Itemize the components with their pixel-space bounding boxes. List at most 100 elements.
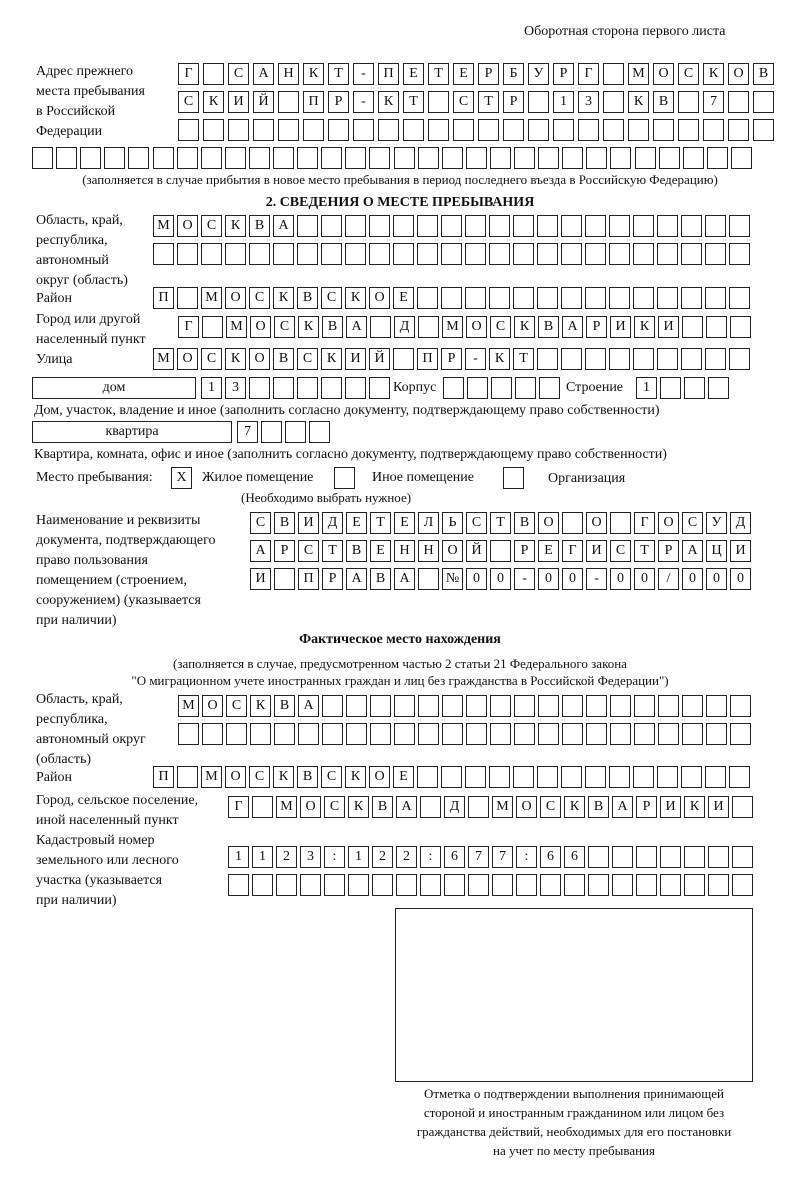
char-cell[interactable] [728, 119, 749, 141]
char-cell[interactable]: В [753, 63, 774, 85]
char-cell[interactable] [730, 147, 752, 169]
char-cell[interactable]: П [298, 568, 319, 590]
char-cell[interactable]: В [274, 695, 295, 717]
char-cell[interactable] [324, 874, 345, 896]
char-cell[interactable] [539, 377, 560, 399]
char-cell[interactable] [729, 215, 750, 237]
char-cell[interactable] [176, 147, 198, 169]
char-cell[interactable]: 1 [636, 377, 657, 399]
char-cell[interactable]: М [178, 695, 199, 717]
char-cell[interactable] [321, 377, 342, 399]
char-cell[interactable]: М [442, 316, 463, 338]
char-cell[interactable] [753, 91, 774, 113]
char-cell[interactable]: С [298, 540, 319, 562]
char-cell[interactable] [346, 723, 367, 745]
char-cell[interactable]: К [225, 215, 246, 237]
char-cell[interactable]: К [321, 348, 342, 370]
char-cell[interactable] [370, 695, 391, 717]
char-cell[interactable] [516, 874, 537, 896]
char-cell[interactable] [513, 243, 534, 265]
char-cell[interactable]: Б [503, 63, 524, 85]
char-cell[interactable] [633, 348, 654, 370]
char-cell[interactable] [562, 512, 583, 534]
char-cell[interactable] [610, 695, 631, 717]
char-cell[interactable] [610, 512, 631, 534]
char-cell[interactable]: О [466, 316, 487, 338]
char-cell[interactable]: П [417, 348, 438, 370]
char-cell[interactable]: К [684, 796, 705, 818]
char-cell[interactable]: О [653, 63, 674, 85]
char-cell[interactable] [578, 119, 599, 141]
char-cell[interactable] [328, 119, 349, 141]
char-cell[interactable]: М [153, 215, 174, 237]
char-cell[interactable]: 0 [562, 568, 583, 590]
char-cell[interactable]: № [442, 568, 463, 590]
char-cell[interactable]: Г [228, 796, 249, 818]
char-cell[interactable] [528, 119, 549, 141]
char-cell[interactable]: О [202, 695, 223, 717]
char-cell[interactable] [428, 119, 449, 141]
char-cell[interactable] [441, 766, 462, 788]
char-cell[interactable] [226, 723, 247, 745]
char-cell[interactable] [708, 874, 729, 896]
char-cell[interactable]: 2 [372, 846, 393, 868]
char-cell[interactable] [369, 215, 390, 237]
char-cell[interactable]: С [249, 287, 270, 309]
char-cell[interactable] [104, 147, 126, 169]
char-cell[interactable] [152, 147, 174, 169]
char-cell[interactable]: - [514, 568, 535, 590]
char-cell[interactable] [681, 766, 702, 788]
char-cell[interactable] [393, 348, 414, 370]
char-cell[interactable]: И [658, 316, 679, 338]
char-cell[interactable] [252, 874, 273, 896]
char-cell[interactable]: В [538, 316, 559, 338]
char-cell[interactable]: Е [370, 540, 391, 562]
char-cell[interactable] [729, 287, 750, 309]
char-cell[interactable] [489, 243, 510, 265]
char-cell[interactable]: К [225, 348, 246, 370]
char-cell[interactable] [729, 348, 750, 370]
char-cell[interactable] [562, 695, 583, 717]
char-cell[interactable]: Р [441, 348, 462, 370]
char-cell[interactable] [489, 147, 511, 169]
char-cell[interactable]: Н [394, 540, 415, 562]
char-cell[interactable]: 0 [634, 568, 655, 590]
char-cell[interactable]: Н [278, 63, 299, 85]
char-cell[interactable]: К [203, 91, 224, 113]
char-cell[interactable] [346, 695, 367, 717]
char-cell[interactable] [321, 243, 342, 265]
char-cell[interactable] [128, 147, 150, 169]
char-cell[interactable]: 1 [252, 846, 273, 868]
char-cell[interactable]: К [378, 91, 399, 113]
char-cell[interactable] [708, 846, 729, 868]
char-cell[interactable] [444, 874, 465, 896]
char-cell[interactable] [465, 766, 486, 788]
char-cell[interactable] [703, 119, 724, 141]
char-cell[interactable]: С [453, 91, 474, 113]
char-cell[interactable]: М [201, 287, 222, 309]
char-cell[interactable] [369, 147, 391, 169]
char-cell[interactable] [705, 243, 726, 265]
char-cell[interactable] [441, 147, 463, 169]
char-cell[interactable]: С [201, 215, 222, 237]
char-cell[interactable]: Г [562, 540, 583, 562]
char-cell[interactable] [489, 766, 510, 788]
char-cell[interactable]: О [225, 287, 246, 309]
char-cell[interactable]: О [586, 512, 607, 534]
char-cell[interactable]: С [201, 348, 222, 370]
char-cell[interactable]: Р [658, 540, 679, 562]
char-cell[interactable] [706, 147, 728, 169]
char-cell[interactable]: И [345, 348, 366, 370]
char-cell[interactable]: Д [730, 512, 751, 534]
checkbox-organization[interactable] [503, 467, 524, 489]
char-cell[interactable]: Л [418, 512, 439, 534]
char-cell[interactable] [393, 215, 414, 237]
char-cell[interactable]: И [660, 796, 681, 818]
char-cell[interactable] [612, 846, 633, 868]
char-cell[interactable] [660, 874, 681, 896]
char-cell[interactable] [203, 63, 224, 85]
char-cell[interactable]: 3 [300, 846, 321, 868]
char-cell[interactable]: : [420, 846, 441, 868]
char-cell[interactable] [585, 243, 606, 265]
char-cell[interactable] [303, 119, 324, 141]
